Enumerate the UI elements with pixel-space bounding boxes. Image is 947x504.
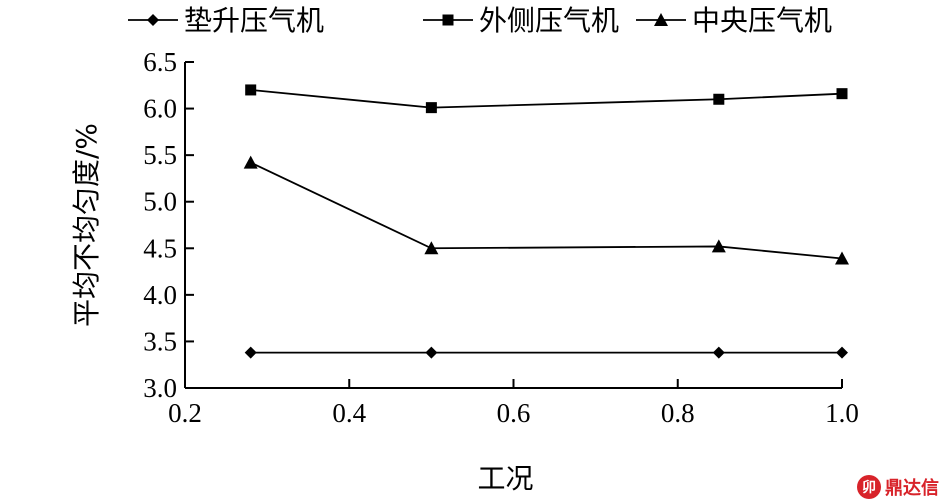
y-tick-label: 4.0 <box>143 280 177 310</box>
legend-label: 中央压气机 <box>692 4 832 37</box>
y-tick-label: 6.5 <box>143 47 177 77</box>
y-tick-label: 3.5 <box>143 326 177 356</box>
data-point <box>245 84 257 96</box>
legend-label: 外侧压气机 <box>479 4 619 37</box>
watermark-logo: 卯 鼎达信 <box>857 474 939 500</box>
data-point <box>836 88 848 100</box>
legend-label: 垫升压气机 <box>184 4 324 37</box>
series-line <box>250 89 843 109</box>
x-tick-label: 0.8 <box>661 398 695 428</box>
legend: 垫升压气机 外侧压气机 中央压气机 <box>128 4 832 37</box>
x-tick-label: 0.4 <box>332 398 366 428</box>
series-line <box>250 161 843 260</box>
legend-item: 外侧压气机 <box>423 4 619 37</box>
legend-item: 垫升压气机 <box>128 4 324 37</box>
data-point <box>425 346 438 359</box>
data-point <box>424 241 439 255</box>
watermark-badge-icon: 卯 <box>857 475 881 499</box>
x-axis-title: 工况 <box>477 462 533 495</box>
legend-item: 中央压气机 <box>636 4 832 37</box>
data-point <box>244 346 257 359</box>
data-point <box>836 346 848 359</box>
x-tick-label: 0.2 <box>168 398 202 428</box>
watermark-text: 鼎达信 <box>885 478 939 499</box>
y-axis-title: 平均不均匀度/% <box>70 123 103 327</box>
series-triangle <box>243 155 849 265</box>
data-point <box>243 155 258 169</box>
y-tick-label: 5.5 <box>143 140 177 170</box>
data-point <box>835 251 849 265</box>
x-tick-label: 0.6 <box>497 398 531 428</box>
legend-marker <box>147 14 159 26</box>
data-point <box>712 346 725 359</box>
series-square <box>245 84 848 114</box>
series-layer <box>243 84 849 359</box>
series-diamond <box>244 346 848 359</box>
data-point <box>713 93 725 105</box>
y-tick-label: 6.0 <box>143 94 177 124</box>
data-point <box>711 239 726 253</box>
y-tick-label: 5.0 <box>143 187 177 217</box>
x-tick-label: 1.0 <box>825 398 859 428</box>
y-tick-label: 3.0 <box>143 373 177 403</box>
data-point <box>425 102 437 114</box>
y-tick-label: 4.5 <box>143 233 177 263</box>
axes: 3.0 3.5 4.0 4.5 5.0 5.5 6.0 6.5 0.2 0.4 0.6 0.8 1.0 <box>143 47 859 428</box>
legend-marker <box>442 14 454 26</box>
legend-marker <box>654 13 668 26</box>
